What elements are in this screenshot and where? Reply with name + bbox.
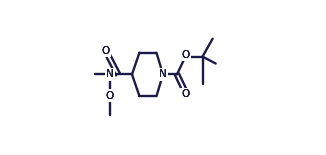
Text: N: N xyxy=(159,69,167,79)
Text: O: O xyxy=(181,50,190,60)
Text: O: O xyxy=(182,89,190,99)
Text: O: O xyxy=(181,50,190,60)
Text: O: O xyxy=(101,46,109,55)
Text: O: O xyxy=(181,50,190,60)
Text: O: O xyxy=(182,89,190,99)
Text: O: O xyxy=(101,46,109,55)
Text: N: N xyxy=(106,69,114,79)
Text: N: N xyxy=(106,69,114,79)
Text: O: O xyxy=(101,46,109,55)
Text: N: N xyxy=(159,69,167,79)
Text: O: O xyxy=(106,91,114,101)
Text: N: N xyxy=(106,69,114,79)
Text: O: O xyxy=(182,89,190,99)
Text: O: O xyxy=(106,91,114,101)
Text: N: N xyxy=(159,69,167,79)
Text: O: O xyxy=(106,91,114,101)
